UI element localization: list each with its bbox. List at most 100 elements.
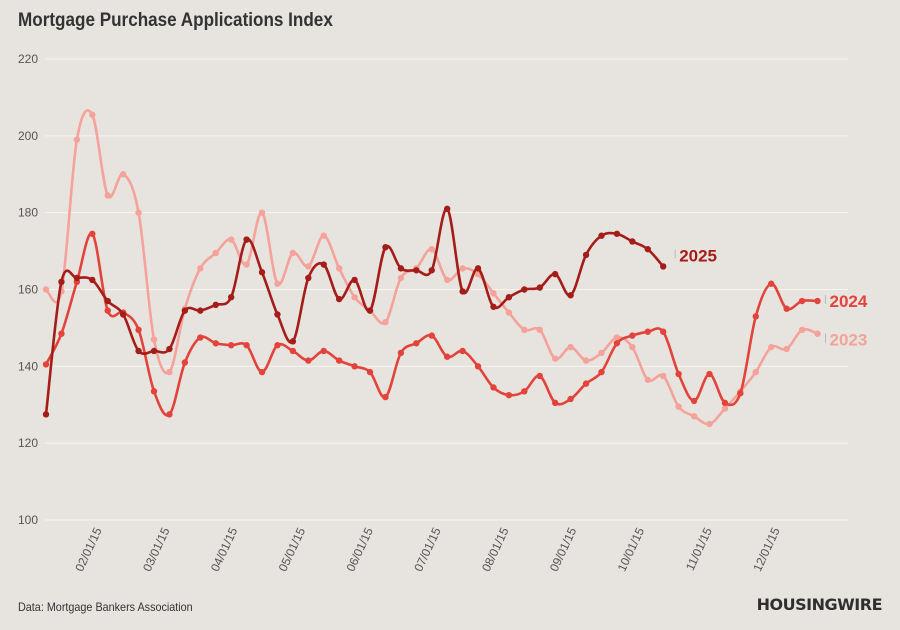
data-point [166,345,173,353]
data-point [567,343,574,351]
data-point [382,393,389,401]
data-point [150,336,158,343]
data-point [320,347,327,355]
data-point [289,249,297,257]
data-point [135,326,142,334]
series-label: 2025 [679,246,717,265]
data-point [181,307,189,314]
data-point [197,307,204,314]
data-point [567,292,574,299]
data-point [119,311,127,318]
data-point [814,297,821,305]
data-point [58,278,65,286]
series-label: 2024 [830,292,868,311]
data-point [690,413,698,420]
data-point [135,209,142,216]
data-point [536,284,543,291]
data-point [382,318,389,326]
data-point [629,238,636,245]
data-point [243,236,250,243]
data-point [598,349,605,357]
data-point [335,265,343,272]
data-point [428,267,435,274]
data-point [258,269,266,276]
data-point [505,293,513,301]
data-point [551,355,559,362]
data-point [274,311,281,318]
data-point [289,347,297,355]
data-point [305,263,312,270]
gridlines [45,58,848,521]
data-point [289,338,297,345]
data-point [397,265,405,272]
data-point [629,332,636,339]
data-point [42,286,50,293]
data-point [320,261,327,268]
data-point [459,288,466,295]
series-label: 2023 [830,331,868,350]
data-point [474,265,482,272]
data-point [274,342,281,349]
data-point [752,313,759,320]
data-point [660,263,667,270]
data-point [660,372,667,380]
y-tick-label: 120 [18,436,38,450]
data-point [551,399,559,407]
data-point [351,363,358,370]
chart-title: Mortgage Purchase Applications Index [18,10,333,31]
data-point [73,274,81,282]
series-line [44,207,665,415]
data-point [335,357,343,364]
data-point [366,368,374,376]
y-axis: 100 120 140 160 180 200 220 [18,52,38,527]
x-tick-label: 09/01/15 [547,525,580,574]
y-tick-label: 140 [18,359,38,373]
data-point [706,420,713,428]
data-point [320,232,327,239]
x-tick-label: 12/01/15 [750,525,783,574]
data-point [490,303,497,310]
x-tick-label: 05/01/15 [276,525,309,574]
data-point [42,411,50,418]
data-point [536,326,543,334]
data-point [443,205,451,213]
data-point [243,261,250,268]
y-tick-label: 200 [18,129,38,143]
data-point [660,328,667,335]
data-point [166,411,173,418]
data-point [613,340,621,347]
data-point [536,372,543,380]
data-point [737,390,744,397]
data-point [582,380,590,387]
data-point [119,171,127,178]
data-point [706,370,713,378]
data-point [351,276,358,284]
data-point [521,286,528,293]
data-point [798,297,806,305]
data-point [644,245,651,253]
data-point [335,295,343,303]
data-point [675,403,682,410]
data-point [459,265,466,272]
data-point [582,251,590,259]
data-point [474,363,482,370]
data-point [258,368,266,376]
data-point [644,328,651,335]
data-point [690,397,698,405]
data-point [212,301,219,309]
data-point [150,347,158,355]
data-point [505,391,513,399]
data-point [428,245,435,253]
data-point [428,332,435,339]
y-tick-label: 160 [18,283,38,297]
series-labels: 2023 2024 2025 [674,246,868,350]
data-point [675,370,682,378]
data-point [42,361,50,368]
data-point [613,230,621,237]
data-point [598,368,605,376]
series-line [44,109,818,426]
x-tick-label: 02/01/15 [72,525,105,574]
series-lines [42,109,821,428]
data-point [413,340,420,347]
